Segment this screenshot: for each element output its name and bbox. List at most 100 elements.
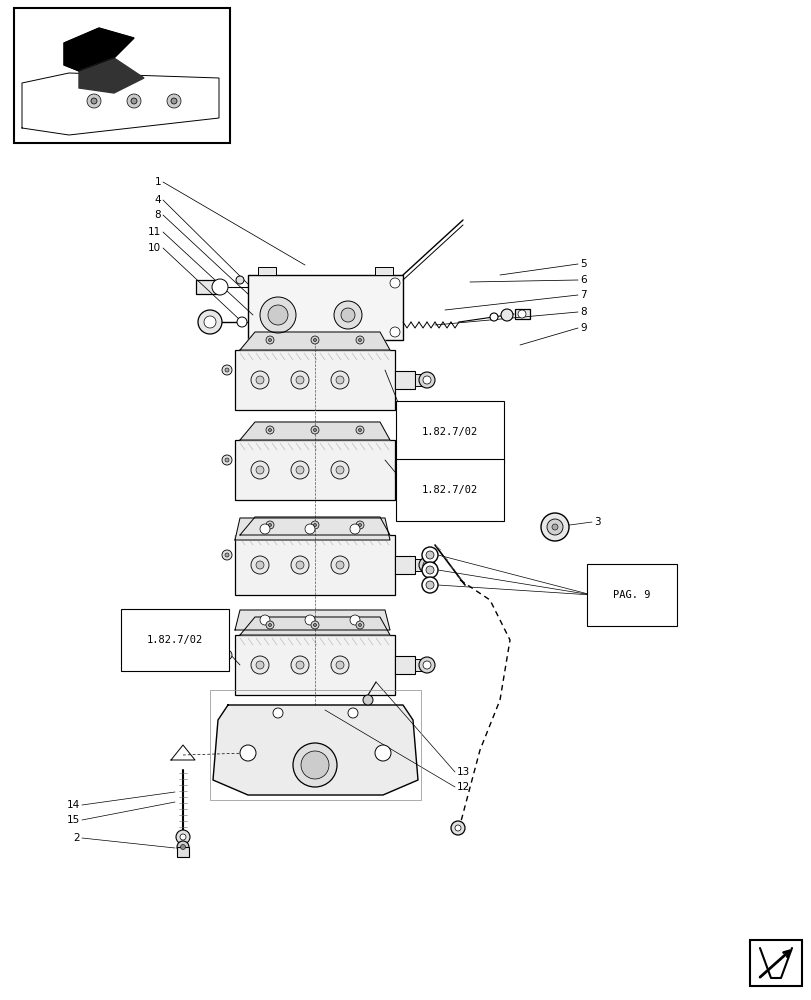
Circle shape [311, 621, 319, 629]
Circle shape [350, 524, 359, 534]
Circle shape [221, 455, 232, 465]
Circle shape [423, 561, 431, 569]
Circle shape [311, 426, 319, 434]
Polygon shape [240, 517, 389, 535]
Text: 4: 4 [154, 195, 161, 205]
Circle shape [450, 821, 465, 835]
Polygon shape [22, 73, 219, 135]
Text: 8: 8 [154, 210, 161, 220]
Circle shape [268, 338, 271, 342]
Circle shape [225, 368, 229, 372]
Circle shape [251, 556, 268, 574]
Polygon shape [240, 332, 389, 350]
Circle shape [236, 276, 243, 284]
Circle shape [255, 561, 264, 569]
Circle shape [313, 428, 316, 432]
Circle shape [266, 621, 273, 629]
Polygon shape [79, 58, 144, 93]
Circle shape [296, 466, 303, 474]
Circle shape [225, 458, 229, 462]
Circle shape [268, 624, 271, 626]
Bar [177, 847, 189, 857]
Circle shape [296, 376, 303, 384]
Circle shape [260, 297, 296, 333]
Circle shape [358, 338, 361, 342]
Circle shape [423, 376, 431, 384]
Circle shape [489, 313, 497, 321]
Circle shape [296, 561, 303, 569]
Circle shape [255, 661, 264, 669]
Text: 5: 5 [579, 259, 586, 269]
Polygon shape [171, 745, 195, 760]
Circle shape [293, 743, 337, 787]
Circle shape [221, 550, 232, 560]
Circle shape [221, 650, 232, 660]
Bar [234, 350, 394, 410]
Circle shape [358, 524, 361, 526]
Circle shape [180, 844, 185, 849]
Circle shape [255, 466, 264, 474]
Circle shape [355, 521, 363, 529]
Text: 9: 9 [579, 323, 586, 333]
Circle shape [255, 376, 264, 384]
Circle shape [237, 317, 247, 327]
Circle shape [290, 556, 309, 574]
Polygon shape [212, 705, 418, 795]
Circle shape [221, 365, 232, 375]
Bar [749, 940, 801, 986]
Text: 6: 6 [579, 275, 586, 285]
Circle shape [333, 301, 362, 329]
Circle shape [331, 371, 349, 389]
Circle shape [422, 562, 437, 578]
Circle shape [313, 338, 316, 342]
Circle shape [212, 279, 228, 295]
Circle shape [454, 825, 461, 831]
Bar [414, 559, 427, 571]
Polygon shape [240, 617, 389, 635]
Circle shape [272, 708, 283, 718]
Circle shape [426, 581, 433, 589]
Text: 12: 12 [457, 782, 470, 792]
Circle shape [176, 830, 190, 844]
Polygon shape [234, 610, 389, 630]
Circle shape [331, 556, 349, 574]
Bar [234, 440, 394, 500]
Circle shape [336, 561, 344, 569]
Circle shape [290, 371, 309, 389]
Circle shape [355, 426, 363, 434]
Bar [298, 340, 337, 348]
Circle shape [171, 98, 177, 104]
Circle shape [305, 615, 315, 625]
Circle shape [418, 462, 435, 478]
Circle shape [305, 524, 315, 534]
Circle shape [311, 521, 319, 529]
Circle shape [251, 371, 268, 389]
Text: 3: 3 [594, 517, 600, 527]
Circle shape [266, 521, 273, 529]
Bar [210, 690, 420, 800]
Bar [394, 461, 414, 479]
Circle shape [313, 624, 316, 626]
Bar [14, 8, 230, 143]
Polygon shape [234, 518, 389, 540]
Circle shape [336, 466, 344, 474]
Circle shape [225, 553, 229, 557]
Polygon shape [64, 28, 134, 71]
Text: 7: 7 [579, 290, 586, 300]
Circle shape [296, 661, 303, 669]
Circle shape [422, 577, 437, 593]
Circle shape [358, 624, 361, 626]
Circle shape [180, 834, 186, 840]
Circle shape [131, 98, 137, 104]
Circle shape [358, 428, 361, 432]
Circle shape [363, 695, 372, 705]
Bar [394, 371, 414, 389]
Text: 11: 11 [148, 227, 161, 237]
Text: 1.82.7/02: 1.82.7/02 [422, 427, 478, 437]
Polygon shape [240, 422, 389, 440]
Circle shape [355, 621, 363, 629]
Circle shape [127, 94, 141, 108]
Bar [394, 556, 414, 574]
Text: 10: 10 [148, 243, 161, 253]
Circle shape [260, 524, 270, 534]
